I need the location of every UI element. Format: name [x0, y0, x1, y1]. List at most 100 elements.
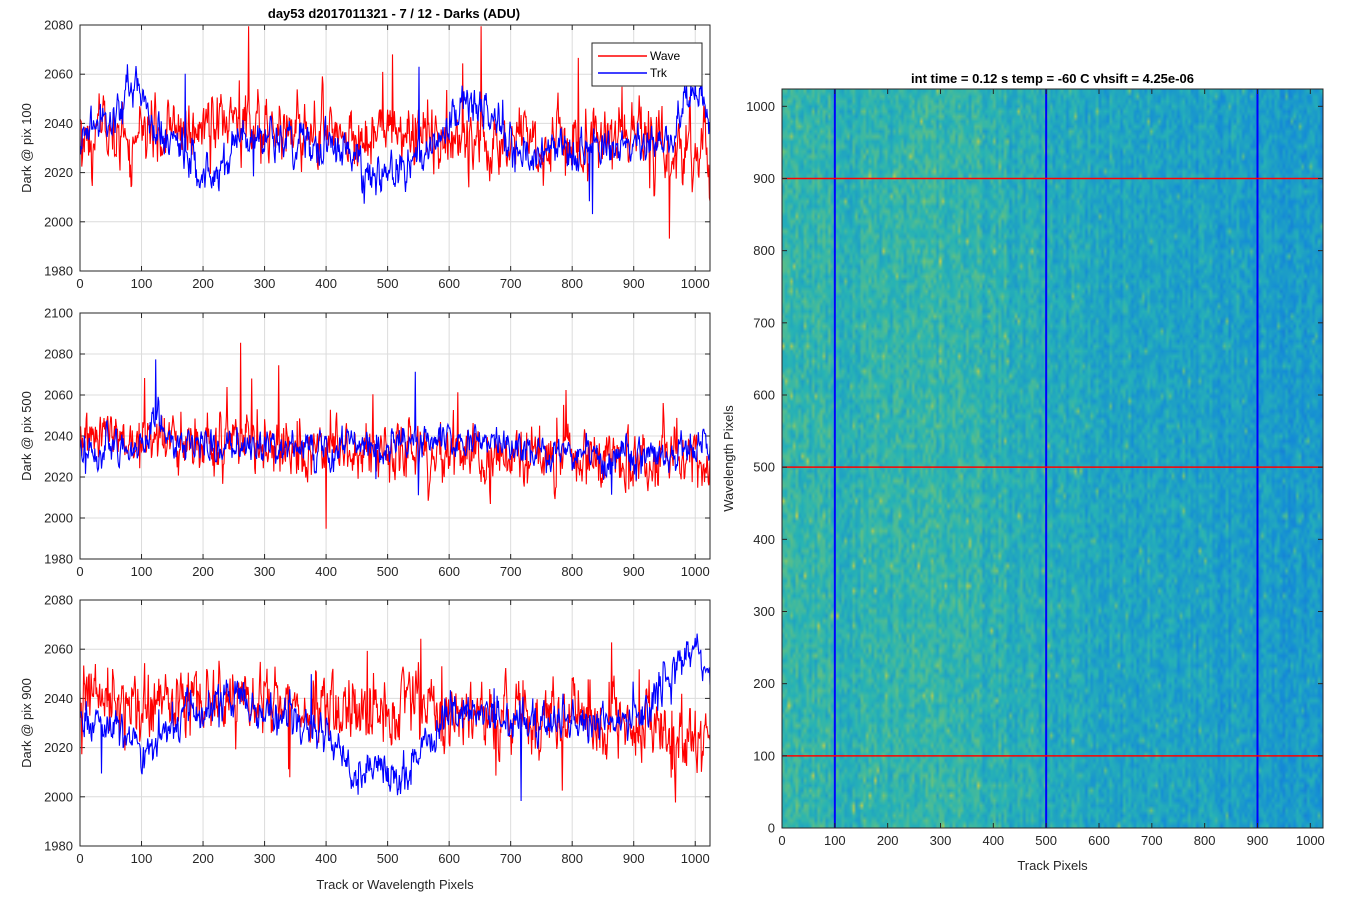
x-tick-label: 600 [438, 276, 460, 291]
x-tick-label: 600 [438, 851, 460, 866]
x-tick-label: 900 [623, 851, 645, 866]
x-tick-label: 600 [1088, 833, 1110, 848]
x-tick-label: 0 [76, 851, 83, 866]
x-tick-label: 1000 [681, 276, 710, 291]
y-axis-label: Dark @ pix 100 [19, 103, 34, 193]
x-tick-label: 0 [778, 833, 785, 848]
x-tick-label: 200 [877, 833, 899, 848]
y-tick-label: 2000 [44, 214, 73, 229]
y-tick-label: 2060 [44, 67, 73, 82]
axes-frame-1 [79, 312, 711, 560]
y-tick-label: 2100 [44, 306, 73, 321]
x-tick-label: 900 [1247, 833, 1269, 848]
y-tick-label: 2040 [44, 429, 73, 444]
y-axis-label: Dark @ pix 500 [19, 391, 34, 481]
y-tick-label: 600 [753, 387, 775, 402]
series-line-trk [80, 64, 710, 215]
x-tick-label: 1000 [681, 851, 710, 866]
y-axis-label: Dark @ pix 900 [19, 678, 34, 768]
x-tick-label: 100 [131, 851, 153, 866]
x-tick-label: 600 [438, 564, 460, 579]
x-tick-label: 800 [561, 276, 583, 291]
y-axis-label: Wavelength Pixels [721, 405, 736, 512]
y-tick-label: 100 [753, 748, 775, 763]
x-tick-label: 300 [254, 851, 276, 866]
y-tick-label: 2080 [44, 18, 73, 33]
heatmap-image [782, 89, 1323, 828]
series-line-wave [80, 638, 710, 803]
y-tick-label: 2040 [44, 116, 73, 131]
figure-title: day53 d2017011321 - 7 / 12 - Darks (ADU) [268, 6, 520, 21]
y-tick-label: 2060 [44, 642, 73, 657]
x-tick-label: 500 [377, 276, 399, 291]
legend-entry-wave: Wave [650, 49, 681, 63]
x-tick-label: 100 [131, 564, 153, 579]
y-tick-label: 2020 [44, 470, 73, 485]
x-tick-label: 200 [192, 851, 214, 866]
heatmap-title: int time = 0.12 s temp = -60 C vhsift = … [911, 71, 1194, 86]
y-tick-label: 1000 [746, 99, 775, 114]
y-tick-label: 0 [768, 821, 775, 836]
x-tick-label: 900 [623, 564, 645, 579]
y-tick-label: 800 [753, 243, 775, 258]
x-tick-label: 700 [1141, 833, 1163, 848]
axes-frame-2 [79, 599, 711, 847]
x-tick-label: 800 [561, 564, 583, 579]
x-tick-label: 100 [824, 833, 846, 848]
x-tick-label: 500 [377, 851, 399, 866]
legend: Wave Trk [591, 42, 703, 87]
series-line-trk [80, 633, 710, 802]
series-line-trk [80, 359, 710, 496]
x-tick-label: 300 [254, 564, 276, 579]
heatmap-panel: 0 100 200 300 400 500 600 700 800 900 1000 0 100 200 3… [721, 71, 1325, 873]
x-tick-label: 200 [192, 276, 214, 291]
y-tick-label: 700 [753, 315, 775, 330]
x-tick-label: 400 [315, 564, 337, 579]
x-tick-label: 1000 [681, 564, 710, 579]
axes-frame-3 [781, 88, 1324, 829]
x-tick-label: 0 [76, 564, 83, 579]
x-tick-label: 300 [254, 276, 276, 291]
y-tick-label: 1980 [44, 552, 73, 567]
legend-entry-trk: Trk [650, 66, 668, 80]
x-tick-label: 1000 [1296, 833, 1325, 848]
x-tick-label: 100 [131, 276, 153, 291]
line-panel-pix-500: 0 100 200 300 400 500 600 700 800 900 1000 1980 2000… [19, 306, 711, 579]
y-tick-label: 2080 [44, 347, 73, 362]
x-tick-label: 300 [930, 833, 952, 848]
y-tick-label: 2000 [44, 511, 73, 526]
x-tick-label: 800 [1194, 833, 1216, 848]
y-tick-label: 1980 [44, 264, 73, 279]
y-tick-label: 500 [753, 460, 775, 475]
y-tick-label: 1980 [44, 839, 73, 854]
x-tick-label: 700 [500, 851, 522, 866]
x-tick-label: 500 [377, 564, 399, 579]
y-tick-label: 2040 [44, 691, 73, 706]
y-tick-label: 2080 [44, 593, 73, 608]
x-tick-label: 400 [315, 851, 337, 866]
x-axis-label: Track Pixels [1017, 858, 1088, 873]
x-tick-label: 400 [315, 276, 337, 291]
y-tick-label: 2020 [44, 165, 73, 180]
y-tick-label: 2000 [44, 789, 73, 804]
x-tick-label: 500 [1035, 833, 1057, 848]
y-tick-label: 900 [753, 171, 775, 186]
line-panel-pix-900: 0 100 200 300 400 500 600 700 800 900 1000 1980 2000… [19, 593, 711, 892]
x-tick-label: 800 [561, 851, 583, 866]
x-tick-label: 200 [192, 564, 214, 579]
x-tick-label: 0 [76, 276, 83, 291]
y-tick-label: 2020 [44, 740, 73, 755]
x-tick-label: 400 [982, 833, 1004, 848]
y-tick-label: 400 [753, 532, 775, 547]
y-tick-label: 2060 [44, 388, 73, 403]
line-panel-pix-100: 0 100 200 300 400 500 600 700 800 900 1000 1980 2000… [19, 18, 711, 291]
axes-frame-0 [79, 24, 711, 272]
y-tick-label: 200 [753, 676, 775, 691]
x-axis-label: Track or Wavelength Pixels [316, 877, 474, 892]
x-tick-label: 700 [500, 564, 522, 579]
x-tick-label: 700 [500, 276, 522, 291]
y-tick-label: 300 [753, 604, 775, 619]
legend-box [591, 42, 703, 87]
x-tick-label: 900 [623, 276, 645, 291]
